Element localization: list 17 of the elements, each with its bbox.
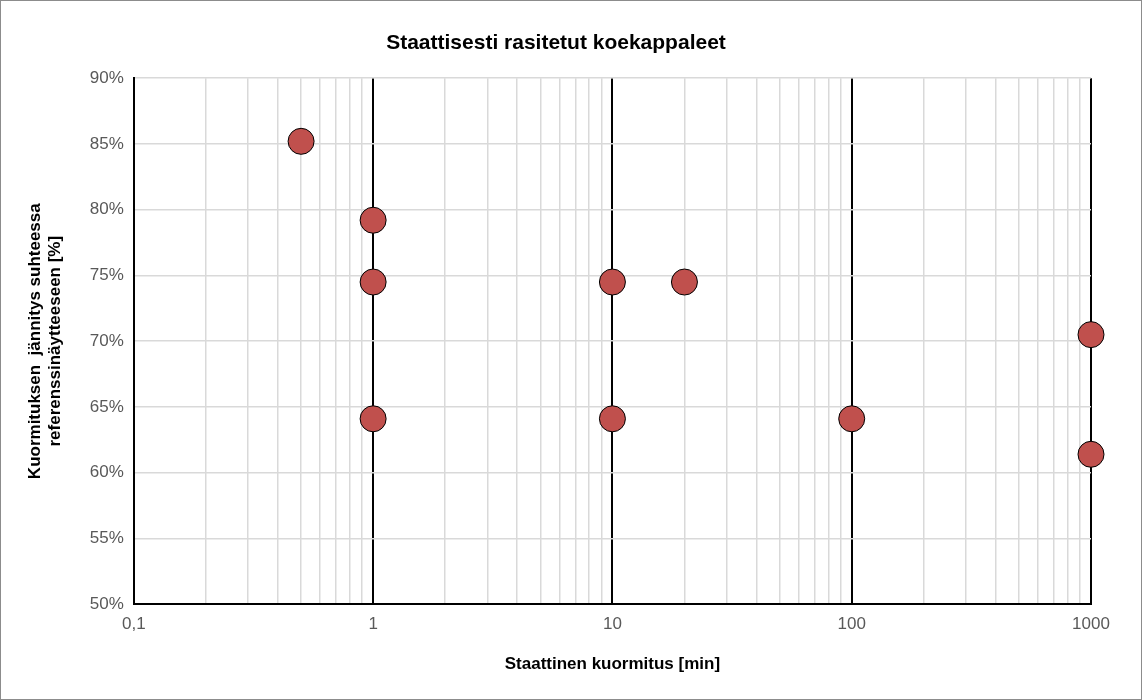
x-axis-title: Staattinen kuormitus [min] [504, 654, 721, 674]
y-tick-label: 90% [89, 67, 124, 87]
y-tick-label: 70% [89, 330, 124, 350]
y-tick-label: 60% [89, 462, 124, 482]
x-tick-label: 10 [602, 614, 622, 634]
x-tick-label: 0,1 [122, 614, 146, 634]
y-tick-label: 75% [89, 265, 124, 285]
y-tick-label: 80% [89, 199, 124, 219]
y-tick-label: 65% [89, 396, 124, 416]
chart-title: Staattisesti rasitetut koekappaleet [386, 30, 726, 54]
y-tick-label: 55% [89, 528, 124, 548]
y-tick-label: 85% [89, 133, 124, 153]
y-tick-label: 50% [89, 593, 124, 613]
x-tick-label: 1000 [1072, 614, 1110, 634]
x-tick-label: 100 [837, 614, 866, 634]
y-axis-title: Kuormituksen jännitys suhteessa referenssinäytteeseen [%] [24, 202, 65, 480]
x-tick-label: 1 [368, 614, 378, 634]
